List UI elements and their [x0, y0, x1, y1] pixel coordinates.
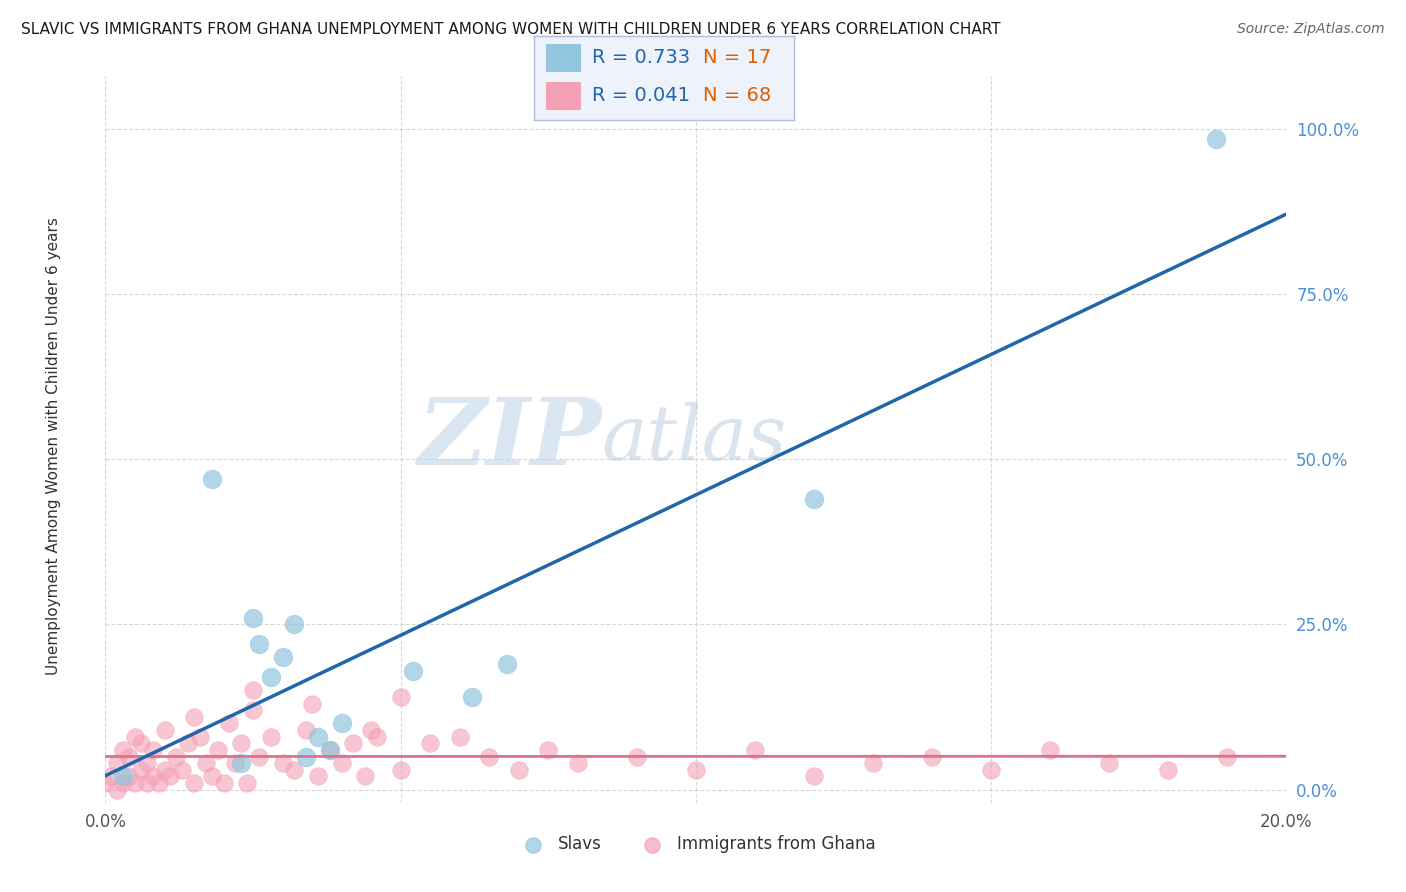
Point [135, 776, 157, 790]
Point [342, 736, 364, 750]
FancyBboxPatch shape [544, 81, 581, 111]
Point [118, 769, 141, 783]
Point [129, 763, 152, 777]
Point [112, 776, 135, 790]
Point [1157, 763, 1180, 777]
Point [271, 650, 294, 665]
Point [330, 756, 353, 771]
Point [142, 769, 165, 783]
Point [283, 763, 305, 777]
Point [626, 749, 648, 764]
Point [295, 749, 318, 764]
Point [231, 736, 253, 750]
Point [218, 716, 240, 731]
Text: N = 17: N = 17 [703, 48, 772, 67]
Point [330, 716, 353, 731]
Point [112, 769, 135, 783]
Point [129, 736, 152, 750]
Point [177, 736, 200, 750]
Point [478, 749, 501, 764]
Point [366, 730, 388, 744]
Point [1216, 749, 1239, 764]
Point [242, 683, 264, 698]
Point [148, 776, 170, 790]
Point [124, 776, 146, 790]
Point [419, 736, 441, 750]
Text: Unemployment Among Women with Children Under 6 years: Unemployment Among Women with Children U… [46, 217, 60, 675]
Point [124, 730, 146, 744]
Point [194, 756, 217, 771]
Point [183, 710, 205, 724]
Point [94, 776, 117, 790]
Point [803, 769, 825, 783]
Point [207, 743, 229, 757]
Point [105, 756, 128, 771]
Point [172, 763, 194, 777]
Point [307, 730, 329, 744]
Text: ZIP: ZIP [418, 394, 602, 484]
Point [105, 782, 128, 797]
Point [921, 749, 943, 764]
Point [1205, 131, 1227, 145]
Point [319, 743, 342, 757]
Text: atlas: atlas [602, 402, 787, 476]
Point [231, 756, 253, 771]
Point [236, 776, 259, 790]
Point [496, 657, 519, 671]
Point [224, 756, 246, 771]
Point [271, 756, 294, 771]
Point [301, 697, 323, 711]
Point [980, 763, 1002, 777]
Point [803, 491, 825, 506]
Point [201, 769, 224, 783]
Legend: Slavs, Immigrants from Ghana: Slavs, Immigrants from Ghana [510, 829, 882, 860]
Point [260, 730, 283, 744]
Point [112, 743, 135, 757]
Point [260, 670, 283, 684]
FancyBboxPatch shape [544, 44, 581, 72]
Point [212, 776, 235, 790]
Point [685, 763, 707, 777]
Text: R = 0.041: R = 0.041 [592, 87, 689, 105]
Point [153, 763, 176, 777]
Point [537, 743, 560, 757]
Point [165, 749, 187, 764]
Point [1039, 743, 1062, 757]
Point [449, 730, 471, 744]
Point [389, 690, 412, 704]
Point [159, 769, 181, 783]
Point [508, 763, 530, 777]
Point [247, 749, 270, 764]
Point [201, 472, 224, 486]
Point [401, 664, 423, 678]
Point [319, 743, 342, 757]
Point [142, 743, 165, 757]
Point [242, 703, 264, 717]
Point [744, 743, 766, 757]
Point [389, 763, 412, 777]
Point [283, 617, 305, 632]
Point [247, 637, 270, 651]
Point [354, 769, 377, 783]
Text: Source: ZipAtlas.com: Source: ZipAtlas.com [1237, 22, 1385, 37]
Text: R = 0.733: R = 0.733 [592, 48, 689, 67]
Point [100, 769, 122, 783]
Point [862, 756, 884, 771]
Point [360, 723, 382, 737]
Point [183, 776, 205, 790]
Point [307, 769, 329, 783]
Point [188, 730, 211, 744]
Point [1098, 756, 1121, 771]
Point [567, 756, 589, 771]
Text: SLAVIC VS IMMIGRANTS FROM GHANA UNEMPLOYMENT AMONG WOMEN WITH CHILDREN UNDER 6 Y: SLAVIC VS IMMIGRANTS FROM GHANA UNEMPLOY… [21, 22, 1001, 37]
Text: N = 68: N = 68 [703, 87, 772, 105]
Point [153, 723, 176, 737]
Point [460, 690, 482, 704]
Point [118, 749, 141, 764]
Point [135, 756, 157, 771]
Point [295, 723, 318, 737]
Point [242, 611, 264, 625]
